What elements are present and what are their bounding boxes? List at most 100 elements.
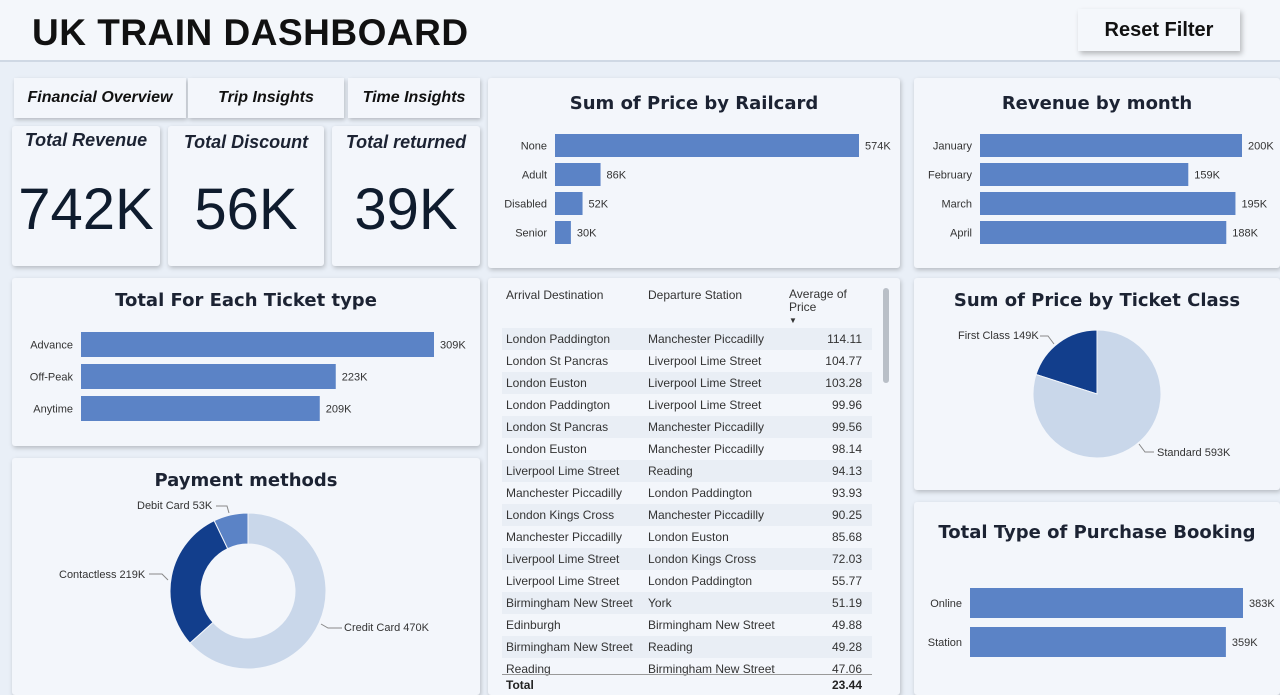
kpi-total-revenue: Total Revenue 742K [12, 126, 160, 266]
price-cell: 114.11 [827, 332, 862, 346]
arrival-cell: Manchester Piccadilly [506, 486, 623, 500]
month-bar-chart: January 200K February 159K March 195K April 188… [928, 134, 1274, 244]
nav-financial-overview[interactable]: Financial Overview [14, 78, 186, 118]
slice-label: Contactless 219K [59, 569, 146, 581]
table-row[interactable]: London Paddington Manchester Piccadilly 11… [502, 328, 872, 350]
price-cell: 98.14 [831, 442, 862, 456]
table-row[interactable]: Liverpool Lime Street London Kings Cross 7… [502, 548, 872, 570]
table-row[interactable]: Edinburgh Birmingham New Street 49.88 [502, 614, 872, 636]
column-header-label: Average of Price [789, 287, 847, 314]
ticket-class-card: Sum of Price by Ticket Class First Class… [914, 278, 1280, 490]
departure-cell: Manchester Piccadilly [648, 332, 765, 346]
total-label: Total [506, 678, 534, 692]
table-row[interactable]: Liverpool Lime Street Reading 94.13 [502, 460, 872, 482]
chart-title: Payment methods [154, 470, 338, 491]
arrival-cell: London Kings Cross [506, 508, 615, 522]
kpi-total-discount: Total Discount 56K [168, 126, 324, 266]
price-cell: 103.28 [825, 376, 862, 390]
chart-title: Sum of Price by Railcard [569, 93, 819, 114]
kpi-value: 39K [354, 177, 458, 242]
category-label: Station [928, 637, 962, 649]
arrival-cell: London Euston [506, 442, 587, 456]
kpi-value: 742K [18, 177, 154, 242]
table-scrollbar[interactable] [883, 288, 889, 383]
bar [555, 163, 601, 186]
data-label: 574K [865, 141, 891, 153]
price-cell: 51.19 [831, 596, 862, 610]
departure-cell: Birmingham New Street [648, 618, 775, 632]
kpi-label: Total returned [345, 132, 467, 152]
bar [81, 332, 434, 357]
arrival-cell: London St Pancras [506, 354, 609, 368]
category-label: March [941, 199, 972, 211]
departure-cell: London Paddington [648, 486, 753, 500]
departure-cell: Reading [648, 640, 693, 654]
column-header-average-price[interactable]: Average of Price ▼ [789, 288, 859, 327]
data-label: 159K [1194, 170, 1220, 182]
chart-title: Total Type of Purchase Booking [938, 522, 1256, 543]
table-row[interactable]: London St Pancras Liverpool Lime Street 10… [502, 350, 872, 372]
departure-cell: Reading [648, 464, 693, 478]
column-header-arrival[interactable]: Arrival Destination [506, 288, 604, 302]
data-label: 188K [1232, 228, 1258, 240]
bar [970, 588, 1243, 618]
chart-title: Sum of Price by Ticket Class [953, 290, 1241, 311]
category-label: Off-Peak [30, 372, 74, 384]
slice-label: Credit Card 470K [344, 622, 430, 634]
price-cell: 47.06 [831, 662, 862, 676]
departure-cell: London Kings Cross [648, 552, 757, 566]
price-cell: 72.03 [831, 552, 862, 566]
departure-cell: Manchester Piccadilly [648, 508, 765, 522]
table-row[interactable]: Manchester Piccadilly London Paddington 93… [502, 482, 872, 504]
header-bar: UK TRAIN DASHBOARD Reset Filter [0, 0, 1280, 62]
data-label: 309K [440, 340, 466, 352]
table-row[interactable]: Liverpool Lime Street London Paddington 55… [502, 570, 872, 592]
departure-cell: Manchester Piccadilly [648, 420, 765, 434]
nav-trip-insights[interactable]: Trip Insights [188, 78, 344, 118]
table-row[interactable]: London St Pancras Manchester Piccadilly 99… [502, 416, 872, 438]
price-cell: 55.77 [831, 574, 862, 588]
column-header-departure[interactable]: Departure Station [648, 288, 743, 302]
arrival-cell: Liverpool Lime Street [506, 464, 620, 478]
departure-cell: York [648, 596, 672, 610]
table-row[interactable]: Birmingham New Street York 51.19 [502, 592, 872, 614]
reset-filter-button[interactable]: Reset Filter [1078, 9, 1240, 51]
bar [980, 163, 1189, 186]
leader-line [1040, 335, 1055, 345]
table-row[interactable]: London Euston Manchester Piccadilly 98.14 [502, 438, 872, 460]
nav-time-insights[interactable]: Time Insights [348, 78, 480, 118]
leader-line [1138, 443, 1154, 453]
bar [555, 192, 583, 215]
departure-cell: Birmingham New Street [648, 662, 775, 676]
data-label: 359K [1232, 637, 1258, 649]
slice-label: Debit Card 53K [137, 500, 213, 512]
category-label: Advance [30, 340, 73, 352]
table-total-row: Total 23.44 [502, 674, 872, 694]
data-label: 86K [607, 170, 627, 182]
ticket-type-chart-card: Total For Each Ticket type Advance 309K Of… [12, 278, 480, 446]
table-row[interactable]: London Paddington Liverpool Lime Street 99… [502, 394, 872, 416]
table-row[interactable]: London Euston Liverpool Lime Street 103.28 [502, 372, 872, 394]
data-label: 30K [577, 228, 597, 240]
category-label: April [950, 228, 972, 240]
kpi-label: Total Revenue [24, 130, 148, 150]
data-label: 195K [1241, 199, 1267, 211]
arrival-cell: Reading [506, 662, 551, 676]
chart-title: Revenue by month [1001, 93, 1193, 114]
slice-label: First Class 149K [958, 330, 1039, 342]
slice-label: Standard 593K [1157, 447, 1231, 459]
total-value: 23.44 [831, 678, 862, 692]
price-cell: 49.88 [831, 618, 862, 632]
leader-line [149, 573, 169, 581]
departure-cell: Liverpool Lime Street [648, 398, 762, 412]
page-title: UK TRAIN DASHBOARD [32, 12, 469, 53]
arrival-cell: Edinburgh [506, 618, 561, 632]
table-row[interactable]: Birmingham New Street Reading 49.28 [502, 636, 872, 658]
departure-cell: Liverpool Lime Street [648, 354, 762, 368]
bar [980, 134, 1242, 157]
departure-cell: London Euston [648, 530, 729, 544]
route-price-table: Arrival Destination Departure Station Av… [488, 278, 900, 695]
table-row[interactable]: London Kings Cross Manchester Piccadilly 9… [502, 504, 872, 526]
table-row[interactable]: Manchester Piccadilly London Euston 85.68 [502, 526, 872, 548]
payment-methods-card: Payment methods Debit Card 53K Contactles… [12, 458, 480, 695]
